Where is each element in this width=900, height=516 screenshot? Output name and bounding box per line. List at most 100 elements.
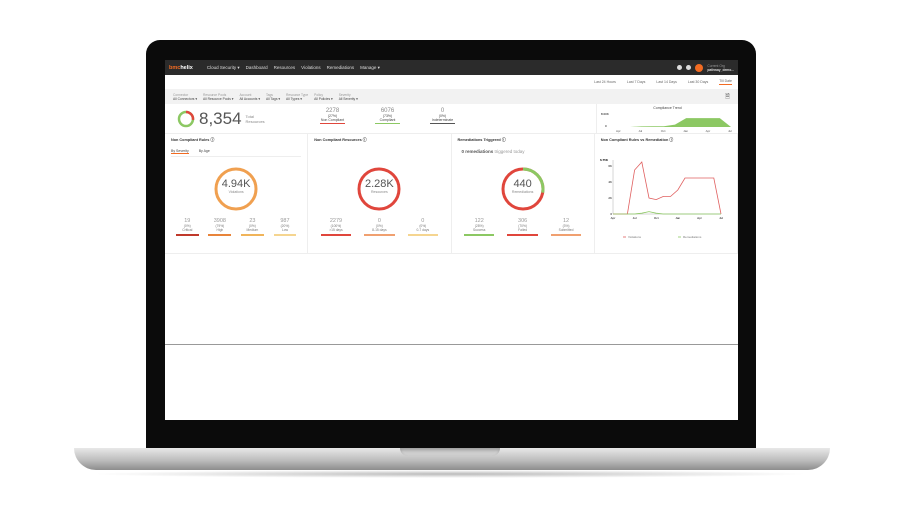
tab-30d[interactable]: Last 30 Days	[687, 80, 709, 84]
filter-value[interactable]: All Tags ▾	[265, 96, 281, 101]
summary-stat[interactable]: 6076 (73%) Compliant	[360, 104, 415, 133]
filter-5[interactable]: Policy All Policies ▾	[314, 93, 333, 101]
line-chart: 6.75K 0 2K 4K 6K Apr Jul Oct Jan Apr Jul Violations…	[600, 158, 723, 239]
stat-label: Non Compliant	[320, 118, 345, 122]
stat-count: 0	[440, 108, 445, 114]
breakdown: 2279 (100%) >15 days 0 (0%) 8-15 days 0 (0%) 0-7…	[314, 218, 444, 236]
filter-value[interactable]: All Connectors ▾	[173, 96, 198, 101]
legend-label[interactable]: Remediations	[683, 235, 702, 239]
breakdown-label: Failed	[518, 228, 528, 232]
panels: Non Compliant Rules ⓘ By Severity By Age …	[165, 134, 738, 254]
breakdown-item[interactable]: 2279 (100%) >15 days	[314, 218, 357, 236]
trend-xtick: Oct	[661, 129, 666, 133]
stat-underline	[375, 123, 400, 124]
trend-xtick: Apr	[616, 129, 621, 133]
trend-xtick: Jul	[638, 129, 642, 133]
filter-2[interactable]: Account All Accounts ▾	[239, 93, 260, 101]
summary-stat[interactable]: 0 (0%) Indeterminate	[415, 104, 470, 133]
breakdown-item[interactable]: 0 (0%) 8-15 days	[358, 218, 401, 236]
filter-label: Account	[239, 92, 252, 97]
trend-y0: 0	[605, 124, 607, 128]
tab-by-age[interactable]: By Age	[198, 149, 210, 153]
breakdown-item[interactable]: 19 (0%) Critical	[171, 218, 204, 236]
filter-value[interactable]: All Severity ▾	[338, 96, 358, 101]
breakdown-count: 3908	[213, 218, 226, 224]
y-tick: 6K	[608, 164, 612, 168]
breakdown-pct: (0%)	[375, 224, 383, 228]
tab-till-date[interactable]: Till Date	[719, 79, 732, 85]
breakdown-count: 2279	[329, 218, 343, 224]
info-icon[interactable]: ⓘ	[362, 138, 367, 142]
filter-1[interactable]: Resource Pools All Resource Pools ▾	[203, 93, 233, 101]
tab-7d[interactable]: Last 7 Days	[626, 80, 646, 84]
nav-resources[interactable]: Resources	[273, 65, 296, 70]
breakdown-item[interactable]: 122 (28%) Success	[458, 218, 501, 236]
camera-icon[interactable]	[677, 65, 683, 70]
logo[interactable]: bmchelix	[169, 64, 193, 71]
laptop-base	[74, 448, 830, 470]
breakdown-bar	[550, 234, 582, 236]
trend-area	[619, 118, 731, 127]
ring-value: 440	[513, 178, 532, 190]
org-switcher[interactable]: Current Org pathway_demo...	[707, 63, 734, 72]
x-tick: Oct	[654, 216, 659, 220]
avatar[interactable]	[695, 63, 704, 72]
breakdown-item[interactable]: 12 (3%) Submitted	[544, 218, 587, 236]
nav-violations[interactable]: Violations	[301, 65, 321, 70]
filter-6[interactable]: Severity All Severity ▾	[339, 93, 358, 101]
filter-0[interactable]: Connector All Connectors ▾	[173, 93, 197, 101]
breakdown-bar	[208, 234, 232, 236]
info-icon[interactable]: ⓘ	[669, 138, 674, 142]
breakdown-bar	[320, 234, 352, 236]
summary-stat[interactable]: 2278 (27%) Non Compliant	[305, 104, 360, 133]
tab-24h[interactable]: Last 24 Hours	[594, 80, 616, 84]
nav-remediations[interactable]: Remediations	[326, 65, 355, 70]
breakdown-count: 306	[518, 218, 528, 224]
panel-title: Non Compliant Rules	[171, 138, 210, 142]
filter-label: Connector	[173, 92, 189, 97]
legend-label[interactable]: Violations	[628, 235, 641, 239]
breakdown-pct: (20%)	[280, 224, 290, 228]
breakdown-count: 19	[184, 218, 191, 224]
filter-4[interactable]: Resource Type All Types ▾	[286, 93, 308, 101]
breakdown-bar	[507, 234, 538, 236]
tab-14d[interactable]: Last 14 Days	[656, 80, 677, 84]
stat-pct: (73%)	[382, 114, 393, 118]
stat-underline	[320, 123, 345, 124]
help-icon[interactable]	[686, 65, 692, 70]
filter-3[interactable]: Tags All Tags ▾	[266, 93, 280, 101]
breakdown-item[interactable]: 987 (20%) Low	[269, 218, 302, 236]
breakdown-item[interactable]: 0 (0%) 0-7 days	[401, 218, 444, 236]
filter-value[interactable]: All Accounts ▾	[239, 96, 260, 101]
filter-label: Severity	[338, 92, 351, 97]
stat-label: Indeterminate	[431, 118, 454, 122]
export-icon[interactable]: 🗎	[725, 93, 730, 100]
info-icon[interactable]: ⓘ	[501, 138, 506, 142]
breakdown-count: 0	[377, 218, 381, 224]
trend-xtick: Jul	[728, 129, 732, 133]
breakdown-bar	[407, 234, 438, 236]
filter-value[interactable]: All Types ▾	[286, 96, 302, 101]
breakdown-pct: (0%)	[183, 224, 191, 228]
nav-dashboard[interactable]: Dashboard	[245, 65, 268, 70]
breakdown-item[interactable]: 306 (70%) Failed	[501, 218, 544, 236]
tab-by-severity[interactable]: By Severity	[171, 149, 189, 154]
filter-label: Resource Type	[286, 92, 309, 97]
breakdown-pct: (28%)	[474, 224, 484, 228]
breakdown-count: 0	[421, 218, 425, 224]
breakdown-bar	[464, 234, 495, 236]
info-icon[interactable]: ⓘ	[210, 138, 215, 142]
remediations-today-count: 0 remediations	[461, 149, 494, 154]
remediations-today-text: triggered today	[494, 149, 525, 154]
breakdown-item[interactable]: 3908 (79%) High	[204, 218, 237, 236]
filter-value[interactable]: All Resource Pools ▾	[203, 96, 234, 101]
panel-non-compliant-resources: Non Compliant Resources ⓘ 2.28K Resources…	[308, 134, 452, 253]
filter-value[interactable]: All Policies ▾	[314, 96, 333, 101]
nav-cloud-security[interactable]: Cloud Security ▾	[206, 64, 240, 70]
breakdown-label: Critical	[182, 228, 193, 232]
breakdown-item[interactable]: 23 (0%) Medium	[236, 218, 269, 236]
x-tick: Apr	[697, 216, 702, 220]
series-line-violations	[612, 161, 722, 215]
nav-manage[interactable]: Manage ▾	[360, 64, 380, 70]
x-tick: Jul	[719, 216, 723, 220]
